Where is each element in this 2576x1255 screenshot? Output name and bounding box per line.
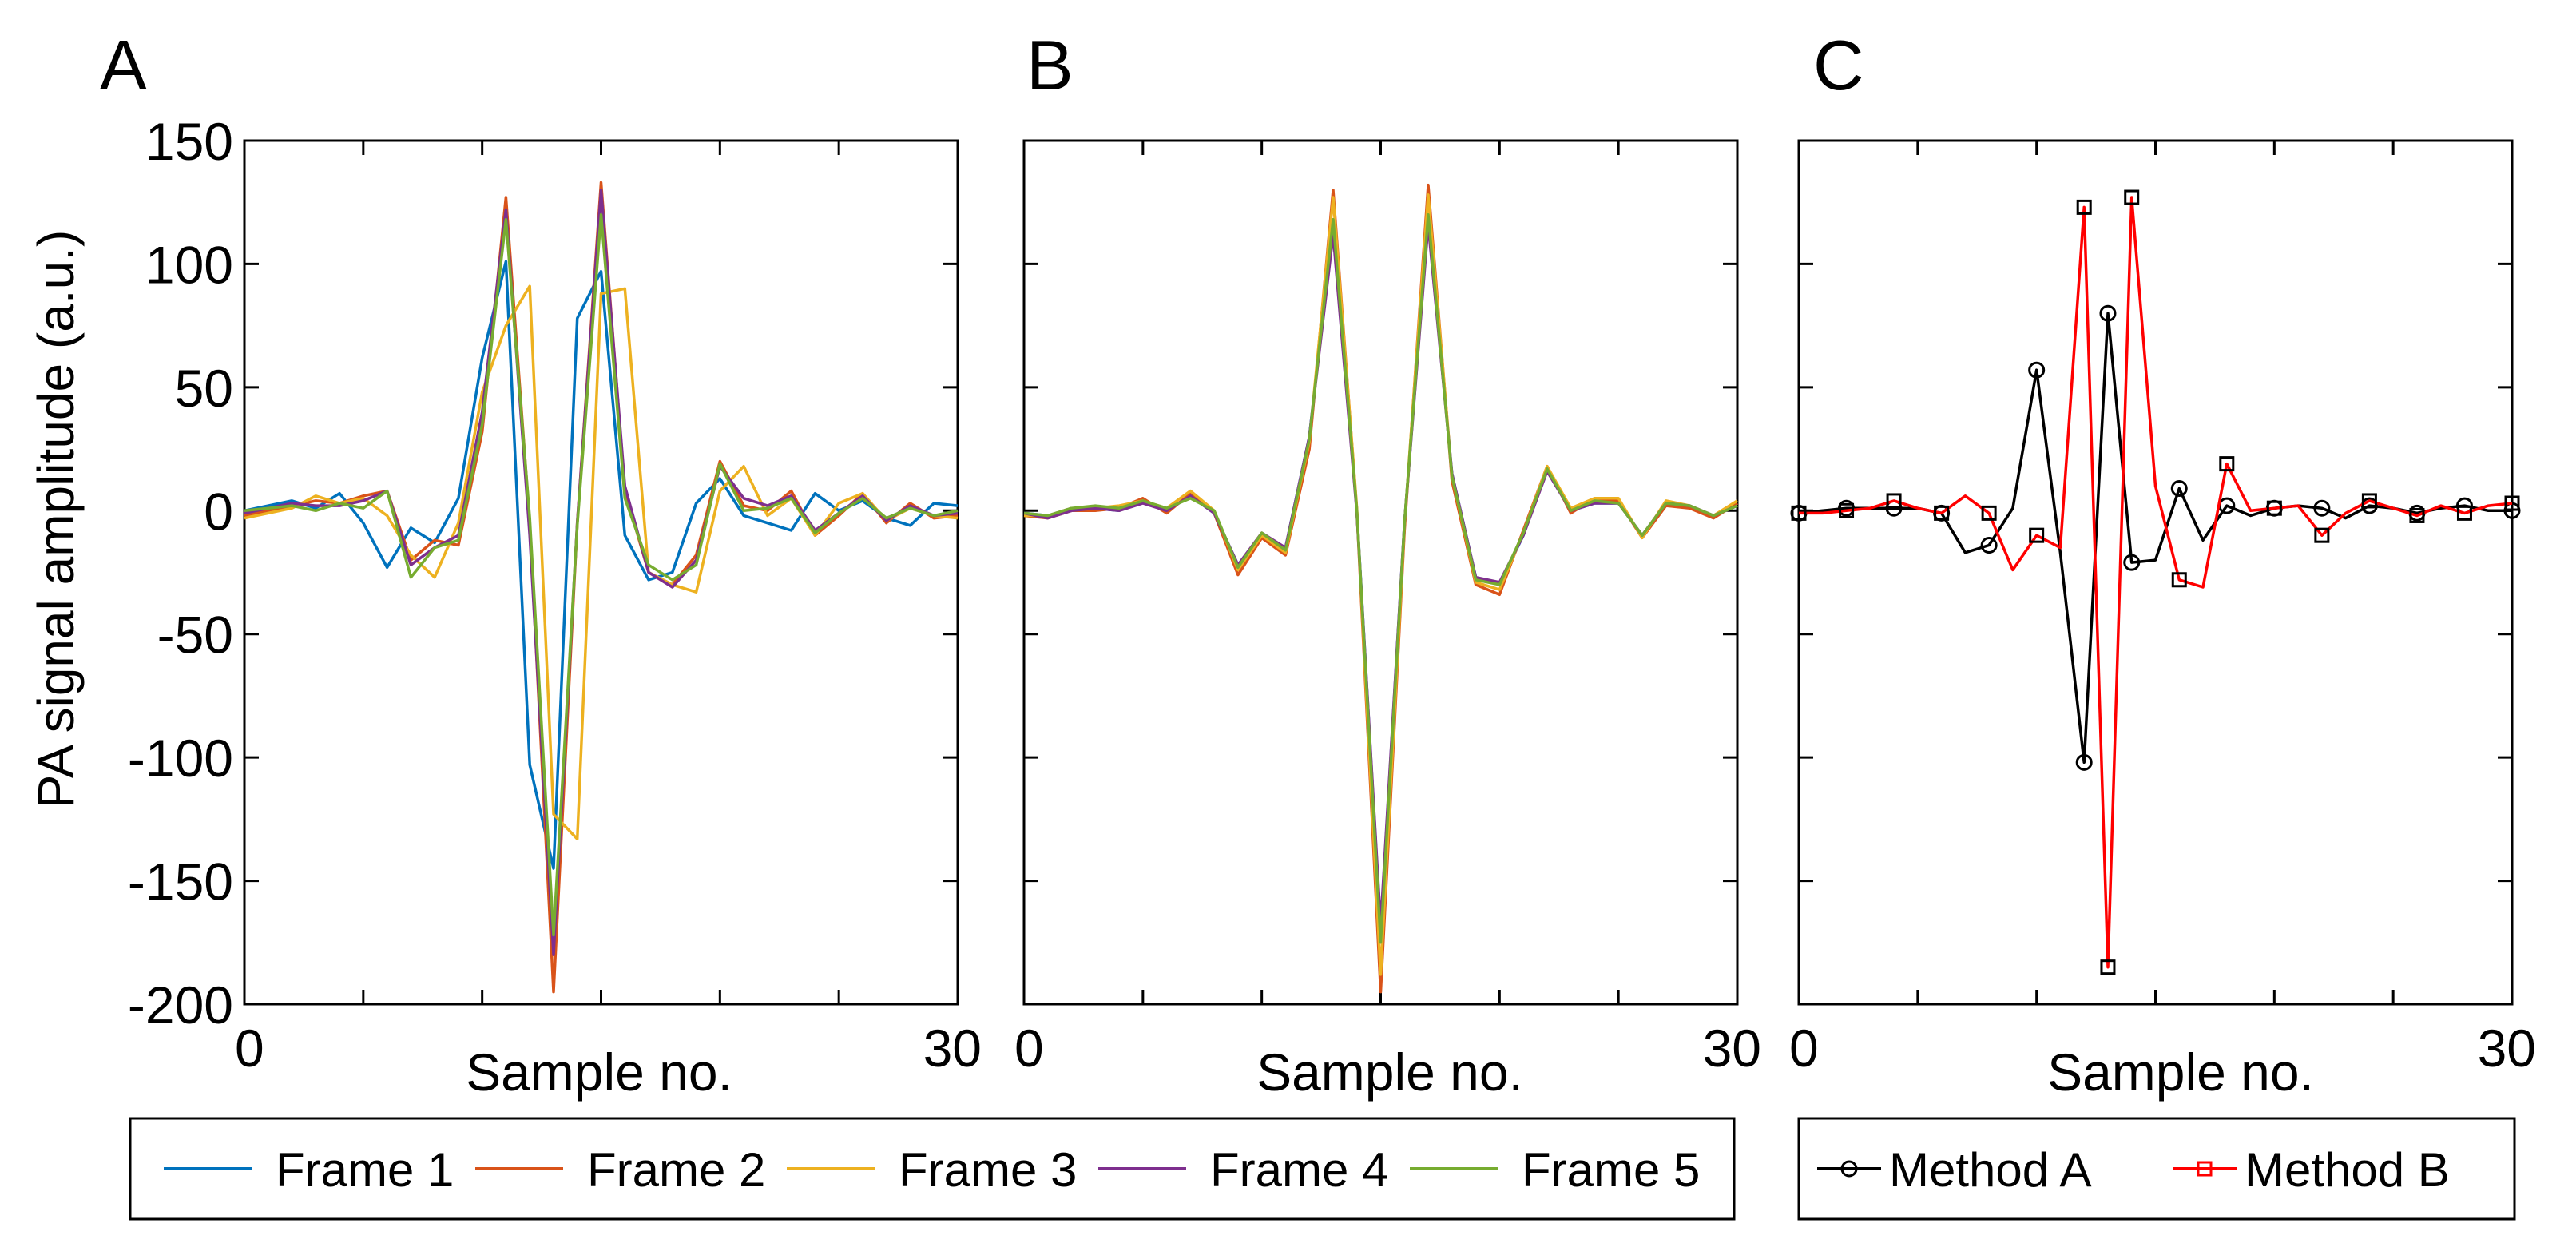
series-line-frame-5 xyxy=(244,212,959,937)
marker-square xyxy=(2029,527,2045,543)
legend-label-frame-4: Frame 4 xyxy=(1210,1143,1388,1197)
marker-circle xyxy=(2170,479,2188,497)
y-tick-label: 0 xyxy=(204,482,233,541)
x-tick-label: 30 xyxy=(923,1019,982,1078)
y-tick-label: 50 xyxy=(175,359,233,418)
marker-square xyxy=(1839,502,1855,518)
x-tick-label: 0 xyxy=(235,1019,264,1078)
series-line-method-a xyxy=(1798,312,2512,765)
legend-marker-square xyxy=(2197,1161,2213,1177)
marker-square xyxy=(2100,959,2116,975)
marker-circle xyxy=(2313,499,2331,517)
marker-square xyxy=(2171,572,2187,588)
plot-frame xyxy=(1022,139,1739,1006)
x-tick-label: 30 xyxy=(1703,1019,1761,1078)
marker-square xyxy=(2219,456,2235,472)
marker-circle xyxy=(2099,304,2117,322)
legend-marker-circle xyxy=(1840,1160,1858,1178)
panel-c-x-label: Sample no. xyxy=(2047,1043,2314,1102)
series-line-frame-1 xyxy=(244,260,959,870)
series-line-frame-5 xyxy=(1023,212,1738,944)
series-line-frame-1 xyxy=(1023,218,1738,932)
legend-label-method-b: Method B xyxy=(2245,1143,2450,1197)
series-line-frame-4 xyxy=(1023,223,1738,927)
marker-circle xyxy=(1980,537,1998,554)
series-line-frame-2 xyxy=(1023,183,1738,994)
marker-square xyxy=(2456,505,2472,521)
marker-square xyxy=(2266,500,2282,516)
y-tick-label: -50 xyxy=(157,606,233,665)
legend-methods-box xyxy=(1797,1117,2516,1221)
y-tick-label: -100 xyxy=(128,729,233,788)
series-line-frame-3 xyxy=(244,284,959,840)
y-axis-label: PA signal amplitude (a.u.) xyxy=(27,230,85,809)
y-tick-label: 100 xyxy=(145,235,233,294)
marker-square xyxy=(2314,527,2330,543)
panel-b-x-label: Sample no. xyxy=(1256,1043,1523,1102)
series-line-method-b xyxy=(1799,196,2513,969)
x-tick-label: 0 xyxy=(1789,1019,1819,1078)
y-tick-label: -200 xyxy=(128,975,233,1035)
marker-square xyxy=(2076,199,2092,215)
marker-square xyxy=(1791,505,1807,521)
x-tick-label: 0 xyxy=(1014,1019,1044,1078)
panel-label-a: A xyxy=(100,26,147,105)
series-line-frame-3 xyxy=(1024,193,1738,976)
legend-label-frame-3: Frame 3 xyxy=(899,1143,1077,1197)
legend-label-frame-5: Frame 5 xyxy=(1522,1143,1700,1197)
panel-a-x-label: Sample no. xyxy=(466,1043,732,1102)
y-tick-label: 150 xyxy=(145,112,233,171)
legend-label-method-a: Method A xyxy=(1889,1143,2092,1197)
marker-circle xyxy=(2075,753,2093,771)
panel-c-plot: 0 30 xyxy=(1789,139,2536,1078)
marker-square xyxy=(1934,505,1950,521)
x-tick-label: 30 xyxy=(2478,1019,2536,1078)
marker-square xyxy=(2409,507,2425,523)
legend-label-frame-1: Frame 1 xyxy=(276,1143,454,1197)
marker-square xyxy=(2124,189,2140,205)
panel-label-c: C xyxy=(1813,26,1864,105)
plot-frame xyxy=(1797,139,2514,1006)
marker-square xyxy=(1981,505,1997,521)
marker-square xyxy=(2361,493,2377,509)
legend-frames: Frame 1 Frame 2 Frame 3 Frame 4 Frame 5 xyxy=(129,1117,1736,1221)
series-line-frame-2 xyxy=(244,181,959,994)
marker-square xyxy=(1886,493,1902,509)
legend-methods: Method A Method B xyxy=(1797,1117,2516,1221)
marker-circle xyxy=(2123,554,2141,571)
panel-b-plot: 0 30 xyxy=(1014,139,1761,1078)
y-tick-label: -150 xyxy=(128,852,233,911)
legend-label-frame-2: Frame 2 xyxy=(587,1143,765,1197)
marker-circle xyxy=(2028,361,2046,379)
marker-square xyxy=(2504,495,2520,511)
panel-label-b: B xyxy=(1026,26,1074,105)
